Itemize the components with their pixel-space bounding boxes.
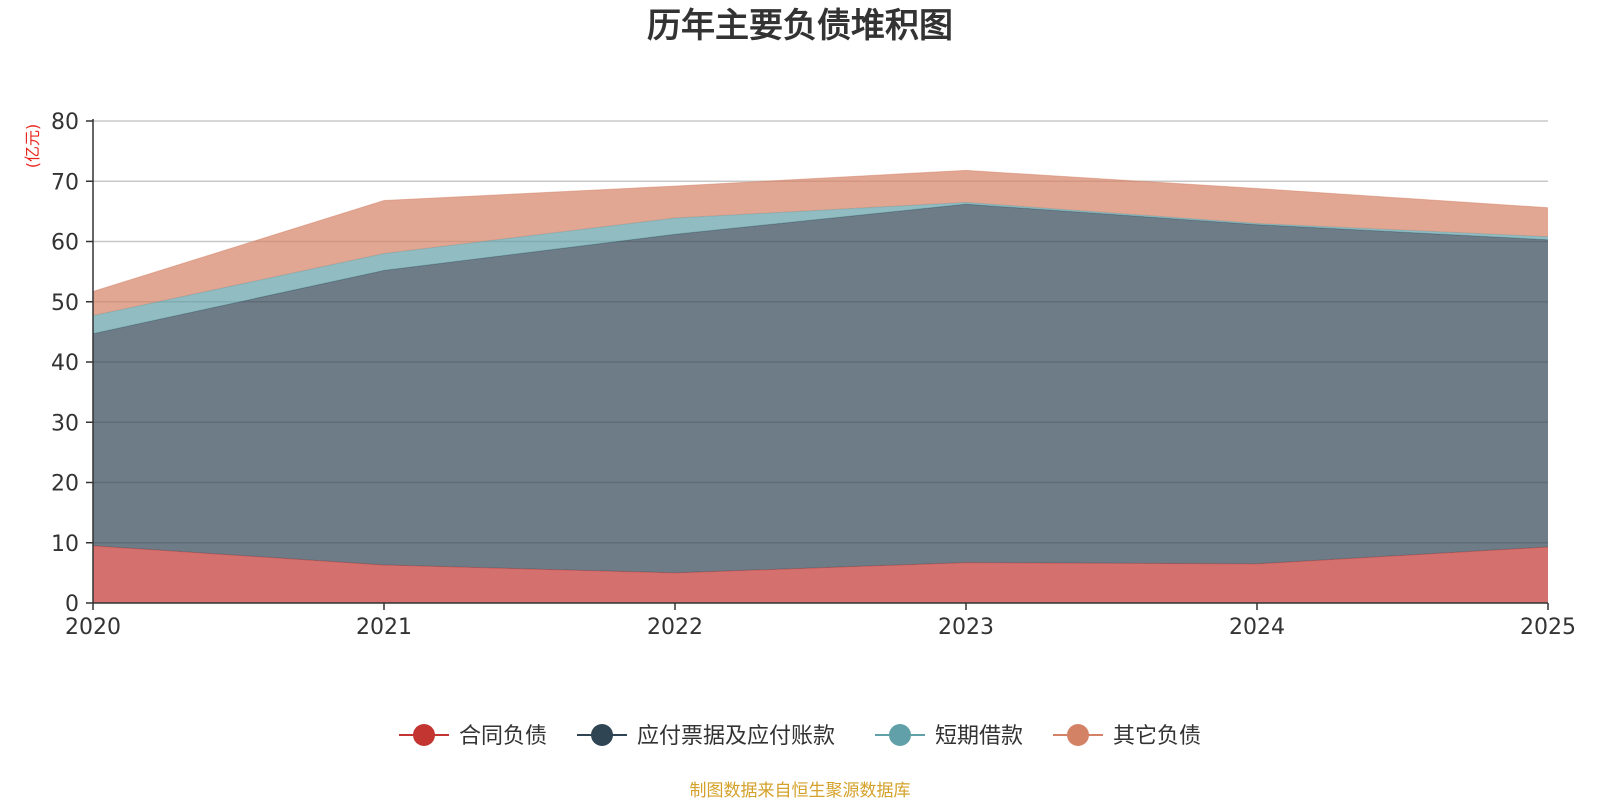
area-series-edge-3 bbox=[92, 169, 1549, 292]
axes: 0 10 20 30 40 50 60 70 80 2020 2021 2022 2023 2024 202… bbox=[51, 110, 1576, 640]
y-tick-label-20: 20 bbox=[51, 472, 79, 497]
legend[interactable]: 合同负债 应付票据及应付账款 短期借款 其它负债 bbox=[399, 724, 1201, 749]
data-source-note: 制图数据来自恒生聚源数据库 bbox=[690, 781, 911, 800]
legend-marker-1 bbox=[591, 724, 613, 746]
chart-title: 历年主要负债堆积图 bbox=[647, 6, 953, 46]
x-tick-label-2023: 2023 bbox=[938, 615, 994, 640]
x-tick-label-2025: 2025 bbox=[1520, 615, 1576, 640]
y-tick-label-70: 70 bbox=[51, 170, 79, 195]
x-tick-label-2021: 2021 bbox=[356, 615, 412, 640]
area-series-3[interactable] bbox=[93, 170, 1548, 316]
y-tick-label-0: 0 bbox=[65, 592, 79, 617]
y-tick-label-50: 50 bbox=[51, 291, 79, 316]
legend-label-2: 短期借款 bbox=[935, 724, 1023, 749]
y-tick-label-10: 10 bbox=[51, 532, 79, 557]
legend-item-3[interactable]: 其它负债 bbox=[1053, 724, 1201, 749]
y-tick-label-40: 40 bbox=[51, 351, 79, 376]
legend-item-0[interactable]: 合同负债 bbox=[399, 724, 547, 749]
x-tick-label-2024: 2024 bbox=[1229, 615, 1285, 640]
area-series-1[interactable] bbox=[93, 204, 1548, 573]
legend-marker-0 bbox=[413, 724, 435, 746]
y-tick-label-30: 30 bbox=[51, 411, 79, 436]
area-series-0[interactable] bbox=[93, 545, 1548, 603]
y-tick-label-80: 80 bbox=[51, 110, 79, 135]
area-series-group bbox=[92, 169, 1549, 603]
x-tick-label-2020: 2020 bbox=[65, 615, 121, 640]
legend-item-1[interactable]: 应付票据及应付账款 bbox=[577, 724, 835, 749]
legend-marker-2 bbox=[889, 724, 911, 746]
legend-label-1: 应付票据及应付账款 bbox=[637, 724, 835, 749]
x-tick-label-2022: 2022 bbox=[647, 615, 703, 640]
legend-marker-3 bbox=[1067, 724, 1089, 746]
area-series-2[interactable] bbox=[93, 202, 1548, 334]
legend-item-2[interactable]: 短期借款 bbox=[875, 724, 1023, 749]
legend-label-0: 合同负债 bbox=[459, 724, 547, 749]
legend-label-3: 其它负债 bbox=[1113, 724, 1201, 749]
y-tick-label-60: 60 bbox=[51, 231, 79, 256]
y-axis-unit-label: (亿元) bbox=[23, 124, 42, 169]
